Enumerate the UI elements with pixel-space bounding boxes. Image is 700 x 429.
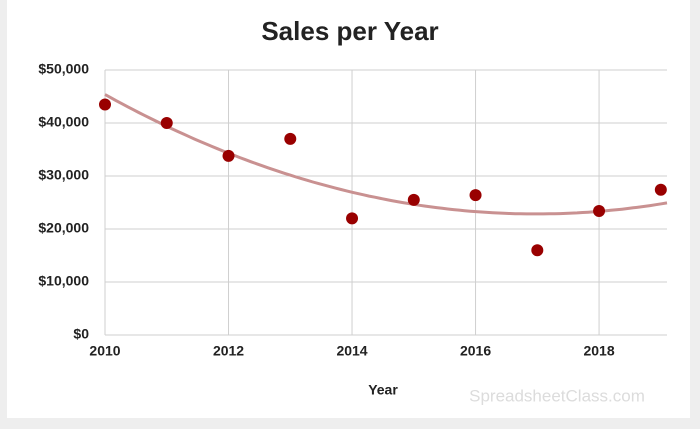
x-tick-label: 2010 bbox=[89, 343, 120, 359]
y-tick-label: $40,000 bbox=[38, 114, 89, 130]
chart-title: Sales per Year bbox=[261, 16, 438, 46]
y-tick-label: $50,000 bbox=[38, 61, 89, 77]
y-tick-label: $20,000 bbox=[38, 220, 89, 236]
point bbox=[284, 132, 297, 145]
x-tick-label: 2012 bbox=[213, 343, 244, 359]
point bbox=[346, 212, 359, 225]
point bbox=[531, 244, 544, 257]
point bbox=[469, 189, 482, 202]
watermark: SpreadsheetClass.com bbox=[469, 386, 645, 405]
y-tick-label: $10,000 bbox=[38, 273, 89, 289]
point bbox=[222, 149, 235, 162]
y-tick-label: $30,000 bbox=[38, 167, 89, 183]
point bbox=[593, 204, 606, 217]
point bbox=[160, 117, 173, 129]
point bbox=[654, 183, 667, 196]
x-tick-label: 2016 bbox=[460, 343, 491, 359]
x-tick-label: 2014 bbox=[336, 343, 367, 359]
point bbox=[99, 98, 111, 111]
x-axis-title: Year bbox=[368, 382, 398, 398]
y-tick-label: $0 bbox=[73, 326, 89, 342]
point bbox=[407, 193, 420, 206]
trendline bbox=[104, 93, 668, 216]
x-tick-label: 2018 bbox=[583, 343, 614, 359]
